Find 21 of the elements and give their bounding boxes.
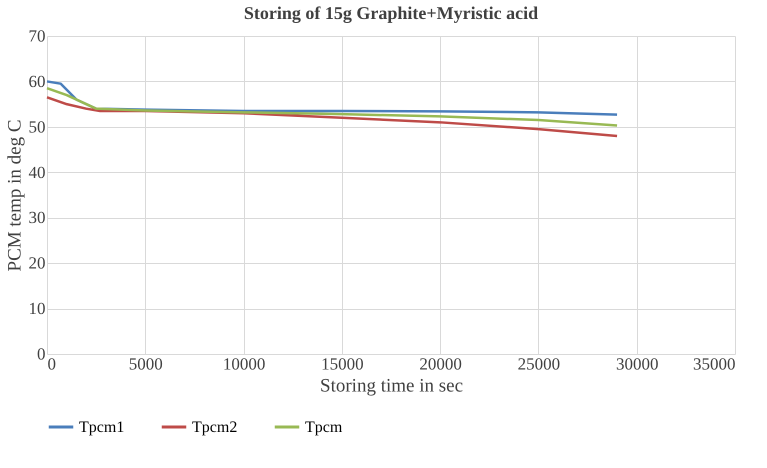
chart-title: Storing of 15g Graphite+Myristic acid [244, 3, 538, 23]
y-axis-title: PCM temp in deg C [4, 119, 26, 272]
legend-label: Tpcm [305, 419, 343, 436]
y-tick-label: 50 [28, 117, 46, 136]
x-tick-label: 15000 [321, 354, 364, 374]
y-tick-label: 70 [28, 26, 46, 46]
legend-label: Tpcm1 [79, 419, 124, 436]
x-tick-label: 25000 [518, 354, 560, 374]
x-tick-label: 30000 [616, 354, 658, 374]
y-tick-label: 10 [28, 299, 46, 318]
y-tick-label: 40 [28, 162, 46, 182]
y-tick-label: 30 [28, 208, 46, 228]
x-axis-title: Storing time in sec [320, 376, 464, 396]
x-tick-label: 10000 [222, 354, 266, 374]
y-tick-label: 20 [28, 254, 46, 273]
line-series [46, 86, 618, 127]
y-tick-label: 60 [28, 72, 46, 91]
x-tick-label: 20000 [419, 354, 462, 374]
legend-label: Tpcm2 [192, 419, 238, 436]
x-tick-label: 35000 [693, 354, 736, 374]
x-tick-label: 5000 [128, 354, 163, 374]
